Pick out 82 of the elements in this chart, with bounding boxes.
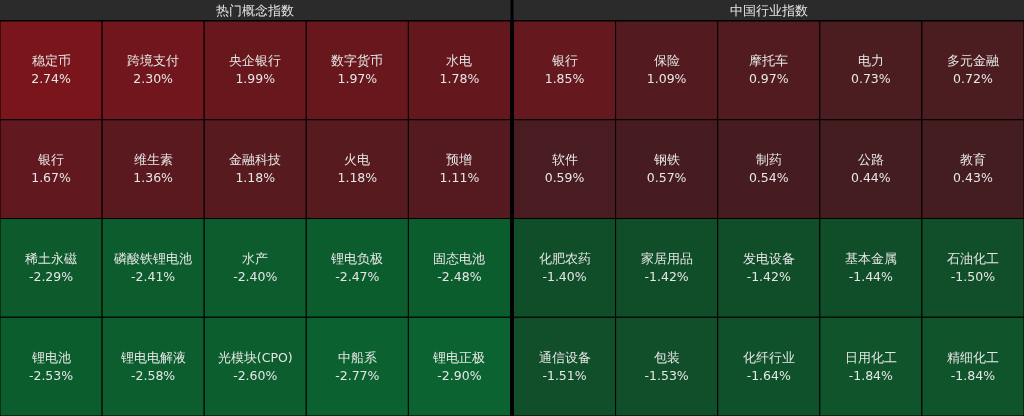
category-label: 稳定币 <box>31 53 71 69</box>
category-label: 金融科技 <box>229 152 282 168</box>
data-label: 1.85% <box>544 71 585 87</box>
category-label: 化纤行业 <box>742 349 795 365</box>
category-label: 跨境支付 <box>127 53 180 69</box>
data-label: 1.99% <box>235 71 276 87</box>
category-label: 光模块(CPO) <box>217 349 293 365</box>
data-label: 0.57% <box>646 170 687 186</box>
data-label: 1.97% <box>337 71 378 87</box>
data-label: -2.29% <box>28 268 74 284</box>
category-label: 锂电池 <box>30 349 71 365</box>
data-label: 1.11% <box>439 170 480 186</box>
category-label: 水产 <box>242 250 269 266</box>
category-label: 保险 <box>653 53 680 69</box>
data-label: 0.59% <box>544 170 585 186</box>
category-label: 维生素 <box>133 152 173 168</box>
data-label: -2.77% <box>335 367 380 383</box>
data-label: -2.53% <box>28 367 74 383</box>
category-label: 多元金融 <box>946 53 999 69</box>
category-label: 通信设备 <box>538 349 591 365</box>
data-label: -1.84% <box>950 367 996 383</box>
data-label: 1.09% <box>646 71 687 87</box>
data-label: -2.90% <box>437 367 482 383</box>
data-label: -2.40% <box>233 268 278 284</box>
data-label: 0.72% <box>953 71 993 87</box>
category-label: 银行 <box>550 53 578 69</box>
category-label: 摩托车 <box>749 53 789 69</box>
data-label: -2.48% <box>437 268 482 284</box>
data-label: -1.42% <box>644 268 689 284</box>
category-label: 教育 <box>959 152 986 168</box>
data-label: 0.97% <box>748 71 789 87</box>
category-label: 固态电池 <box>433 250 486 266</box>
category-label: 公路 <box>857 152 884 168</box>
data-label: 1.36% <box>133 170 174 186</box>
data-label: -2.60% <box>233 367 278 383</box>
category-label: 基本金属 <box>844 250 897 266</box>
data-label: -1.53% <box>644 367 689 383</box>
data-label: 1.78% <box>439 71 480 87</box>
category-label: 石油化工 <box>946 250 999 266</box>
category-label: 火电 <box>344 152 371 168</box>
data-label: -1.42% <box>746 268 791 284</box>
category-label: 数字货币 <box>331 53 384 69</box>
data-label: -1.40% <box>542 268 587 284</box>
data-label: -1.50% <box>950 268 996 284</box>
category-label: 锂电负极 <box>330 250 384 266</box>
data-label: -2.47% <box>335 268 380 284</box>
data-label: 0.44% <box>850 170 891 186</box>
category-label: 银行 <box>37 152 65 168</box>
data-label: -1.84% <box>848 367 894 383</box>
category-label: 央企银行 <box>229 53 282 69</box>
text: 热门概念指数 <box>216 3 295 18</box>
category-label: 电力 <box>857 53 884 69</box>
category-label: 日用化工 <box>844 349 897 365</box>
category-label: 家居用品 <box>640 250 693 266</box>
category-label: 预增 <box>446 152 473 168</box>
data-label: 1.67% <box>31 170 72 186</box>
category-label: 中船系 <box>337 349 377 365</box>
category-label: 发电设备 <box>742 250 795 266</box>
data-label: 1.18% <box>235 170 276 186</box>
data-label: -2.58% <box>131 367 176 383</box>
data-label: -2.41% <box>131 268 176 284</box>
category-label: 包装 <box>653 349 680 365</box>
category-label: 软件 <box>551 152 578 168</box>
category-label: 制药 <box>755 152 782 168</box>
category-label: 精细化工 <box>946 349 999 365</box>
data-label: 0.73% <box>850 71 891 87</box>
category-label: 化肥农药 <box>538 250 591 266</box>
data-label: 0.43% <box>953 170 993 186</box>
data-label: -1.51% <box>542 367 587 383</box>
data-label: 2.30% <box>133 71 174 87</box>
category-label: 稀土永磁 <box>25 250 78 266</box>
data-label: 0.54% <box>748 170 789 186</box>
data-label: 2.74% <box>31 71 72 87</box>
category-label: 锂电电解液 <box>119 349 186 365</box>
category-label: 钢铁 <box>652 152 680 168</box>
data-label: -1.44% <box>848 268 894 284</box>
data-label: -1.64% <box>746 367 791 383</box>
category-label: 水电 <box>446 53 473 69</box>
category-label: 磷酸铁锂电池 <box>113 250 193 266</box>
category-label: 锂电正极 <box>432 349 486 365</box>
text: 中国行业指数 <box>729 3 808 18</box>
data-label: 1.18% <box>337 170 378 186</box>
